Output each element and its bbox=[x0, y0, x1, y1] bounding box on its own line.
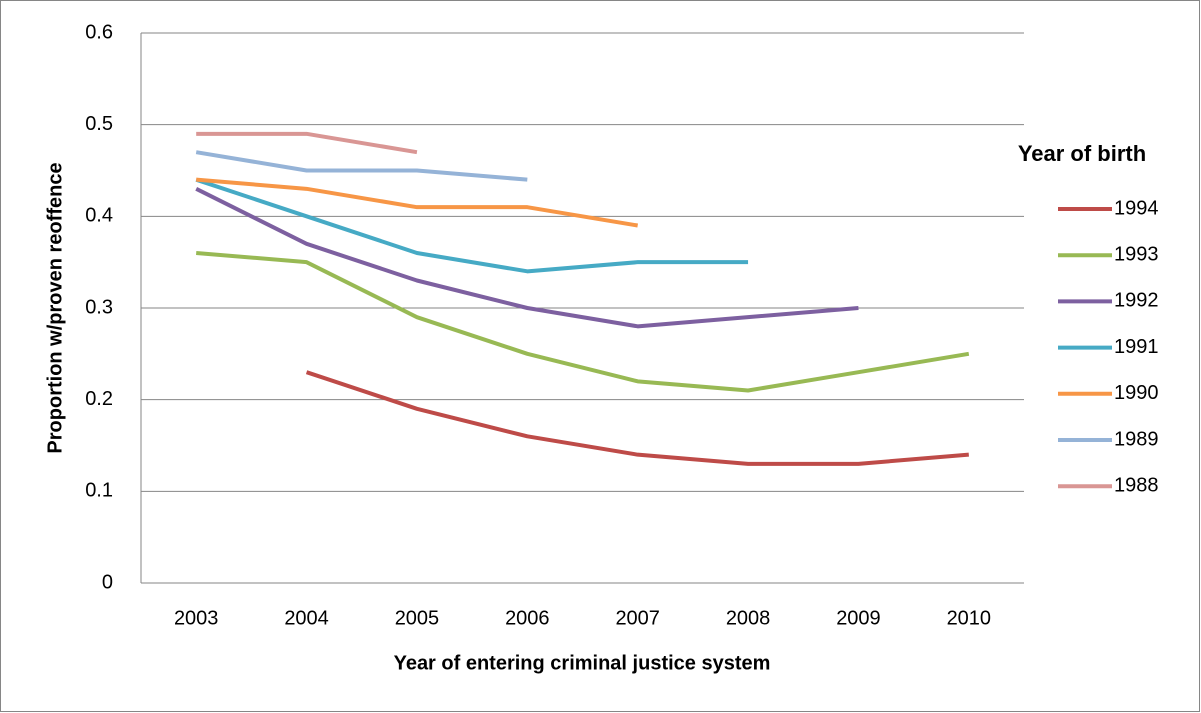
y-tick-label: 0.6 bbox=[85, 21, 113, 43]
y-tick-label: 0 bbox=[102, 571, 113, 593]
series-line bbox=[196, 177, 639, 228]
x-tick-label: 2004 bbox=[284, 607, 329, 629]
series-line bbox=[196, 251, 970, 393]
legend-label: 1994 bbox=[1114, 197, 1159, 219]
legend-label: 1993 bbox=[1114, 243, 1159, 265]
y-tick-label: 0.2 bbox=[85, 388, 113, 410]
legend-label: 1988 bbox=[1114, 474, 1159, 496]
series-line bbox=[196, 131, 418, 155]
x-axis-title: Year of entering criminal justice system bbox=[394, 652, 771, 674]
legend-label: 1991 bbox=[1114, 336, 1159, 358]
x-tick-label: 2007 bbox=[615, 607, 660, 629]
y-tick-label: 0.5 bbox=[85, 113, 113, 135]
x-tick-label: 2003 bbox=[174, 607, 219, 629]
legend-label: 1990 bbox=[1114, 382, 1159, 404]
y-tick-label: 0.4 bbox=[85, 205, 113, 227]
y-tick-label: 0.3 bbox=[85, 296, 113, 318]
series-line bbox=[305, 370, 969, 466]
x-tick-label: 2005 bbox=[395, 607, 440, 629]
series-line bbox=[195, 150, 528, 182]
x-tick-label: 2010 bbox=[947, 607, 992, 629]
legend-label: 1989 bbox=[1114, 428, 1159, 450]
series-line bbox=[195, 187, 859, 329]
legend-label: 1992 bbox=[1114, 290, 1159, 312]
y-tick-label: 0.1 bbox=[85, 480, 113, 502]
y-axis-title: Proportion w/proven reoffence bbox=[44, 162, 66, 453]
x-tick-label: 2008 bbox=[726, 607, 771, 629]
x-tick-label: 2009 bbox=[836, 607, 881, 629]
series-line bbox=[195, 177, 749, 274]
legend-title: Year of birth bbox=[1018, 141, 1146, 166]
x-tick-label: 2006 bbox=[505, 607, 550, 629]
